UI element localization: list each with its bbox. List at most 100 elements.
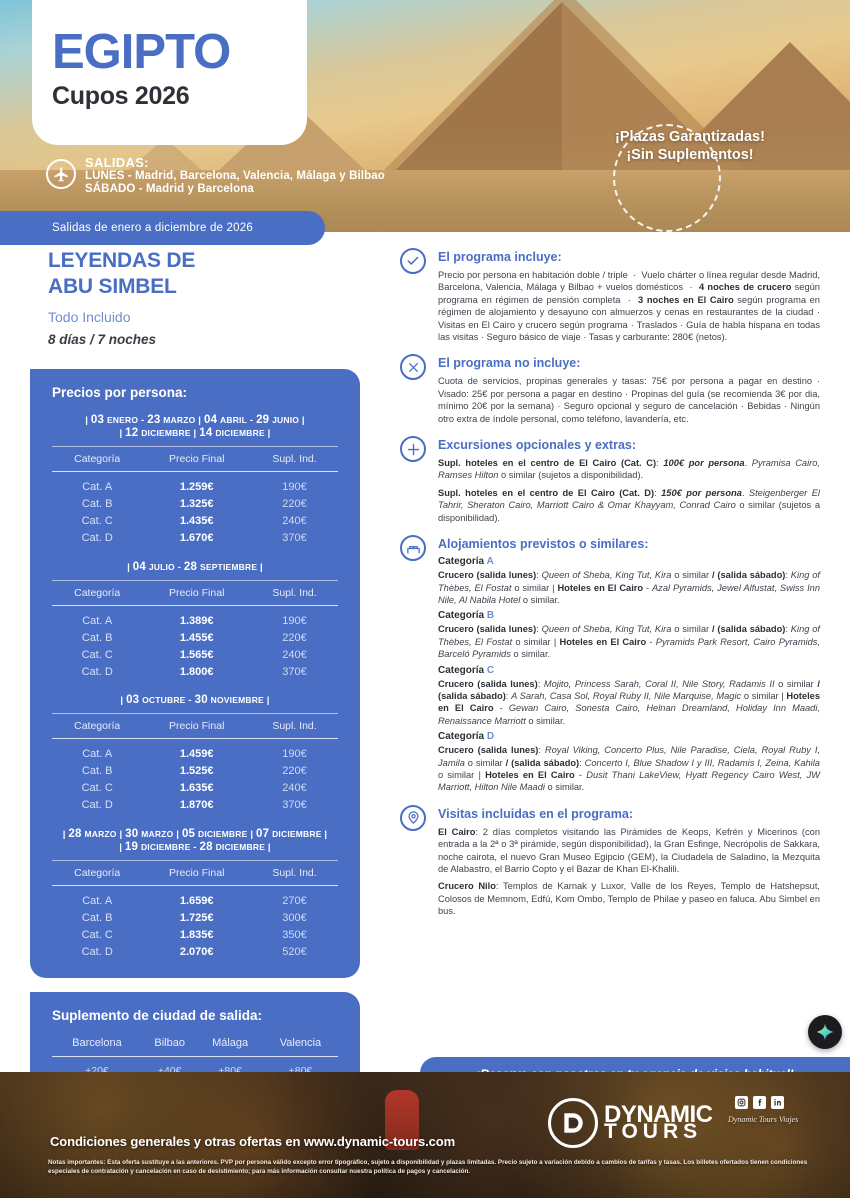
accommodation-category-label: Categoría C — [438, 664, 495, 676]
price-tables-container: | 03 ENERO - 23 MARZO | 04 ABRIL - 29 JU… — [52, 414, 338, 960]
social-links[interactable] — [735, 1096, 784, 1109]
price-final: 1.259€ — [179, 481, 214, 493]
price-single-supplement: 240€ — [282, 515, 307, 527]
price-column-header: Supl. Ind. — [251, 859, 338, 886]
location-pin-icon — [400, 804, 426, 831]
guarantee-badge-ring — [613, 124, 721, 232]
accommodation-category-letter: D — [486, 731, 495, 743]
instagram-icon[interactable] — [735, 1096, 748, 1109]
departures-monday: LUNES - Madrid, Barcelona, Valencia, Mál… — [85, 170, 385, 182]
price-category: Cat. B — [81, 911, 113, 924]
city-supplement-city: Bilbao — [141, 1033, 198, 1057]
section-includes-title: El programa incluye: — [438, 250, 562, 264]
page-subtitle: Cupos 2026 — [52, 82, 190, 110]
table-row: Cat. A 1.259€ 190€ — [52, 472, 338, 496]
table-row: Cat. B 1.455€ 220€ — [52, 629, 338, 646]
section-excludes-body: Cuota de servicios, propinas generales y… — [438, 376, 820, 424]
sparkle-star-icon[interactable] — [808, 1015, 842, 1049]
price-category: Cat. B — [81, 498, 113, 510]
price-final: 1.435€ — [179, 515, 214, 527]
price-category: Cat. B — [81, 631, 113, 644]
price-column-header: Precio Final — [142, 859, 252, 886]
linkedin-icon[interactable] — [771, 1096, 784, 1109]
section-includes: El programa incluye: Precio por persona … — [400, 248, 820, 343]
section-accommodation-title: Alojamientos previstos o similares: — [438, 537, 649, 552]
section-visits-body: El Cairo: 2 días completos visitando las… — [438, 826, 820, 918]
logo-line-2: TOURS — [604, 1119, 703, 1143]
footer-legal-notes: Notas importantes: Esta oferta sustituye… — [48, 1159, 808, 1175]
price-column-header: Supl. Ind. — [251, 446, 338, 472]
price-column-header: Categoría — [52, 446, 143, 472]
footer-figure-shape — [385, 1090, 419, 1150]
package-title-line2: ABU SIMBEL — [48, 275, 177, 298]
accommodation-category-body: Crucero (salida lunes): Queen of Sheba, … — [438, 624, 821, 660]
city-supplement-table: Barcelona Bilbao Málaga Valencia +20€ +40€ +8… — [52, 1033, 338, 1077]
footer-conditions: Condiciones generales y otras ofertas en… — [50, 1134, 456, 1149]
plane-icon — [46, 159, 76, 189]
logo-wordmark: DYNAMIC TOURS — [604, 1100, 713, 1143]
price-category: Cat. D — [81, 532, 113, 544]
table-row: Cat. A 1.659€ 270€ — [52, 885, 338, 909]
package-included-label: Todo Incluido — [48, 309, 131, 325]
prices-panel: Precios por persona: | 03 ENERO - 23 MAR… — [30, 369, 360, 978]
price-final: 1.870€ — [179, 799, 214, 811]
price-final: 1.670€ — [179, 532, 214, 544]
departure-period-strip: Salidas de enero a diciembre de 2026 — [0, 211, 325, 245]
price-category: Cat. C — [81, 515, 113, 527]
table-row: Cat. D 1.800€ 370€ — [52, 663, 338, 680]
facebook-icon[interactable] — [753, 1096, 766, 1109]
price-single-supplement: 270€ — [282, 894, 307, 907]
section-excursions-body: Supl. hoteles en el centro de El Cairo (… — [438, 457, 820, 524]
footer-bazaar-image — [0, 1072, 850, 1198]
price-column-header: Categoría — [52, 859, 143, 886]
section-includes-body: Precio por persona en habitación doble /… — [438, 270, 820, 343]
package-duration: 8 días / 7 noches — [48, 332, 157, 347]
price-single-supplement: 220€ — [282, 631, 307, 644]
price-table: Categoría Precio Final Supl. Ind. Cat. A 1.4… — [52, 713, 338, 814]
table-row: Cat. D 1.870€ 370€ — [52, 797, 338, 814]
table-row: Cat. B 1.725€ 300€ — [52, 909, 338, 926]
price-final: 1.725€ — [179, 911, 214, 924]
price-column-header: Precio Final — [142, 713, 252, 739]
logo-line-1: DYNAMIC — [604, 1100, 713, 1128]
plus-circle-icon — [400, 436, 426, 463]
table-row: Cat. C 1.435€ 240€ — [52, 513, 338, 530]
price-period: | 03 ENERO - 23 MARZO | 04 ABRIL - 29 JU… — [85, 414, 305, 439]
footer-overlay — [0, 1072, 850, 1198]
departures-label: SALIDAS: — [85, 155, 149, 170]
excursions-para-2: Supl. hoteles en el centro de El Cairo (… — [438, 487, 820, 523]
section-excludes-title: El programa no incluye: — [438, 356, 581, 371]
section-excludes: El programa no incluye: Cuota de servici… — [400, 354, 820, 425]
price-final: 1.389€ — [179, 614, 214, 627]
price-final: 2.070€ — [179, 945, 214, 958]
price-category: Cat. D — [81, 665, 113, 678]
price-single-supplement: 240€ — [282, 648, 307, 661]
section-accommodation: Alojamientos previstos o similares: Cate… — [400, 535, 820, 794]
price-category: Cat. A — [82, 481, 113, 493]
price-single-supplement: 190€ — [282, 748, 307, 760]
departures-text: SALIDAS: LUNES - Madrid, Barcelona, Vale… — [85, 156, 385, 196]
logo-tagline: Dynamic Tours Viajes — [728, 1115, 799, 1124]
accommodation-categories: Categoría A Crucero (salida lunes): Queen… — [438, 556, 820, 794]
visits-para-cairo: El Cairo: 2 días completos visitando las… — [438, 826, 820, 874]
guarantee-badge: ¡Plazas Garantizadas! ¡Sin Suplementos! — [600, 124, 780, 232]
visits-para-cruise: Crucero Nilo: Templos de Karnak y Luxor,… — [438, 881, 820, 917]
city-supplement-city: Valencia — [262, 1033, 338, 1057]
price-final: 1.659€ — [179, 894, 214, 907]
right-column: El programa incluye: Precio por persona … — [400, 248, 820, 931]
prices-heading: Precios por persona: — [52, 385, 188, 400]
price-final: 1.325€ — [179, 498, 214, 510]
price-table: Categoría Precio Final Supl. Ind. Cat. A 1.3… — [52, 579, 338, 681]
guarantee-badge-line2: ¡Sin Suplementos! — [626, 147, 754, 163]
price-period: | 04 JULIO - 28 SEPTIEMBRE | — [127, 560, 263, 573]
price-category: Cat. A — [82, 614, 113, 627]
accommodation-category-letter: A — [486, 556, 494, 568]
price-final: 1.455€ — [179, 631, 214, 644]
table-row: Cat. A 1.459€ 190€ — [52, 739, 338, 763]
price-column-header: Categoría — [52, 713, 143, 739]
price-final: 1.835€ — [179, 928, 214, 941]
left-column: LEYENDAS DE ABU SIMBEL Todo Incluido 8 d… — [0, 248, 380, 1093]
footer: Condiciones generales y otras ofertas en… — [0, 1072, 850, 1198]
price-single-supplement: 240€ — [282, 782, 307, 794]
